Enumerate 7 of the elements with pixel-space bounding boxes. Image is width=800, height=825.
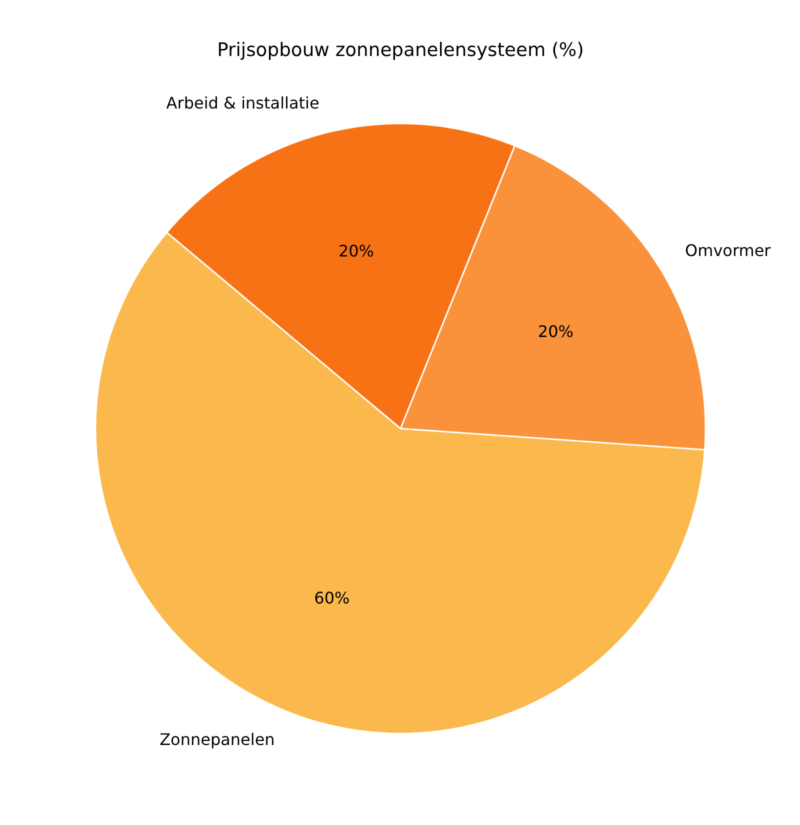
slice-label: Zonnepanelen	[160, 730, 275, 750]
slice-label: Omvormer	[685, 241, 772, 260]
data-label: 60%	[314, 588, 350, 608]
chart-title: Prijsopbouw zonnepanelensysteem (%)	[217, 40, 584, 61]
slice-label: Arbeid & installatie	[166, 93, 320, 112]
data-label: 20%	[338, 241, 374, 260]
data-label: 20%	[538, 322, 574, 342]
